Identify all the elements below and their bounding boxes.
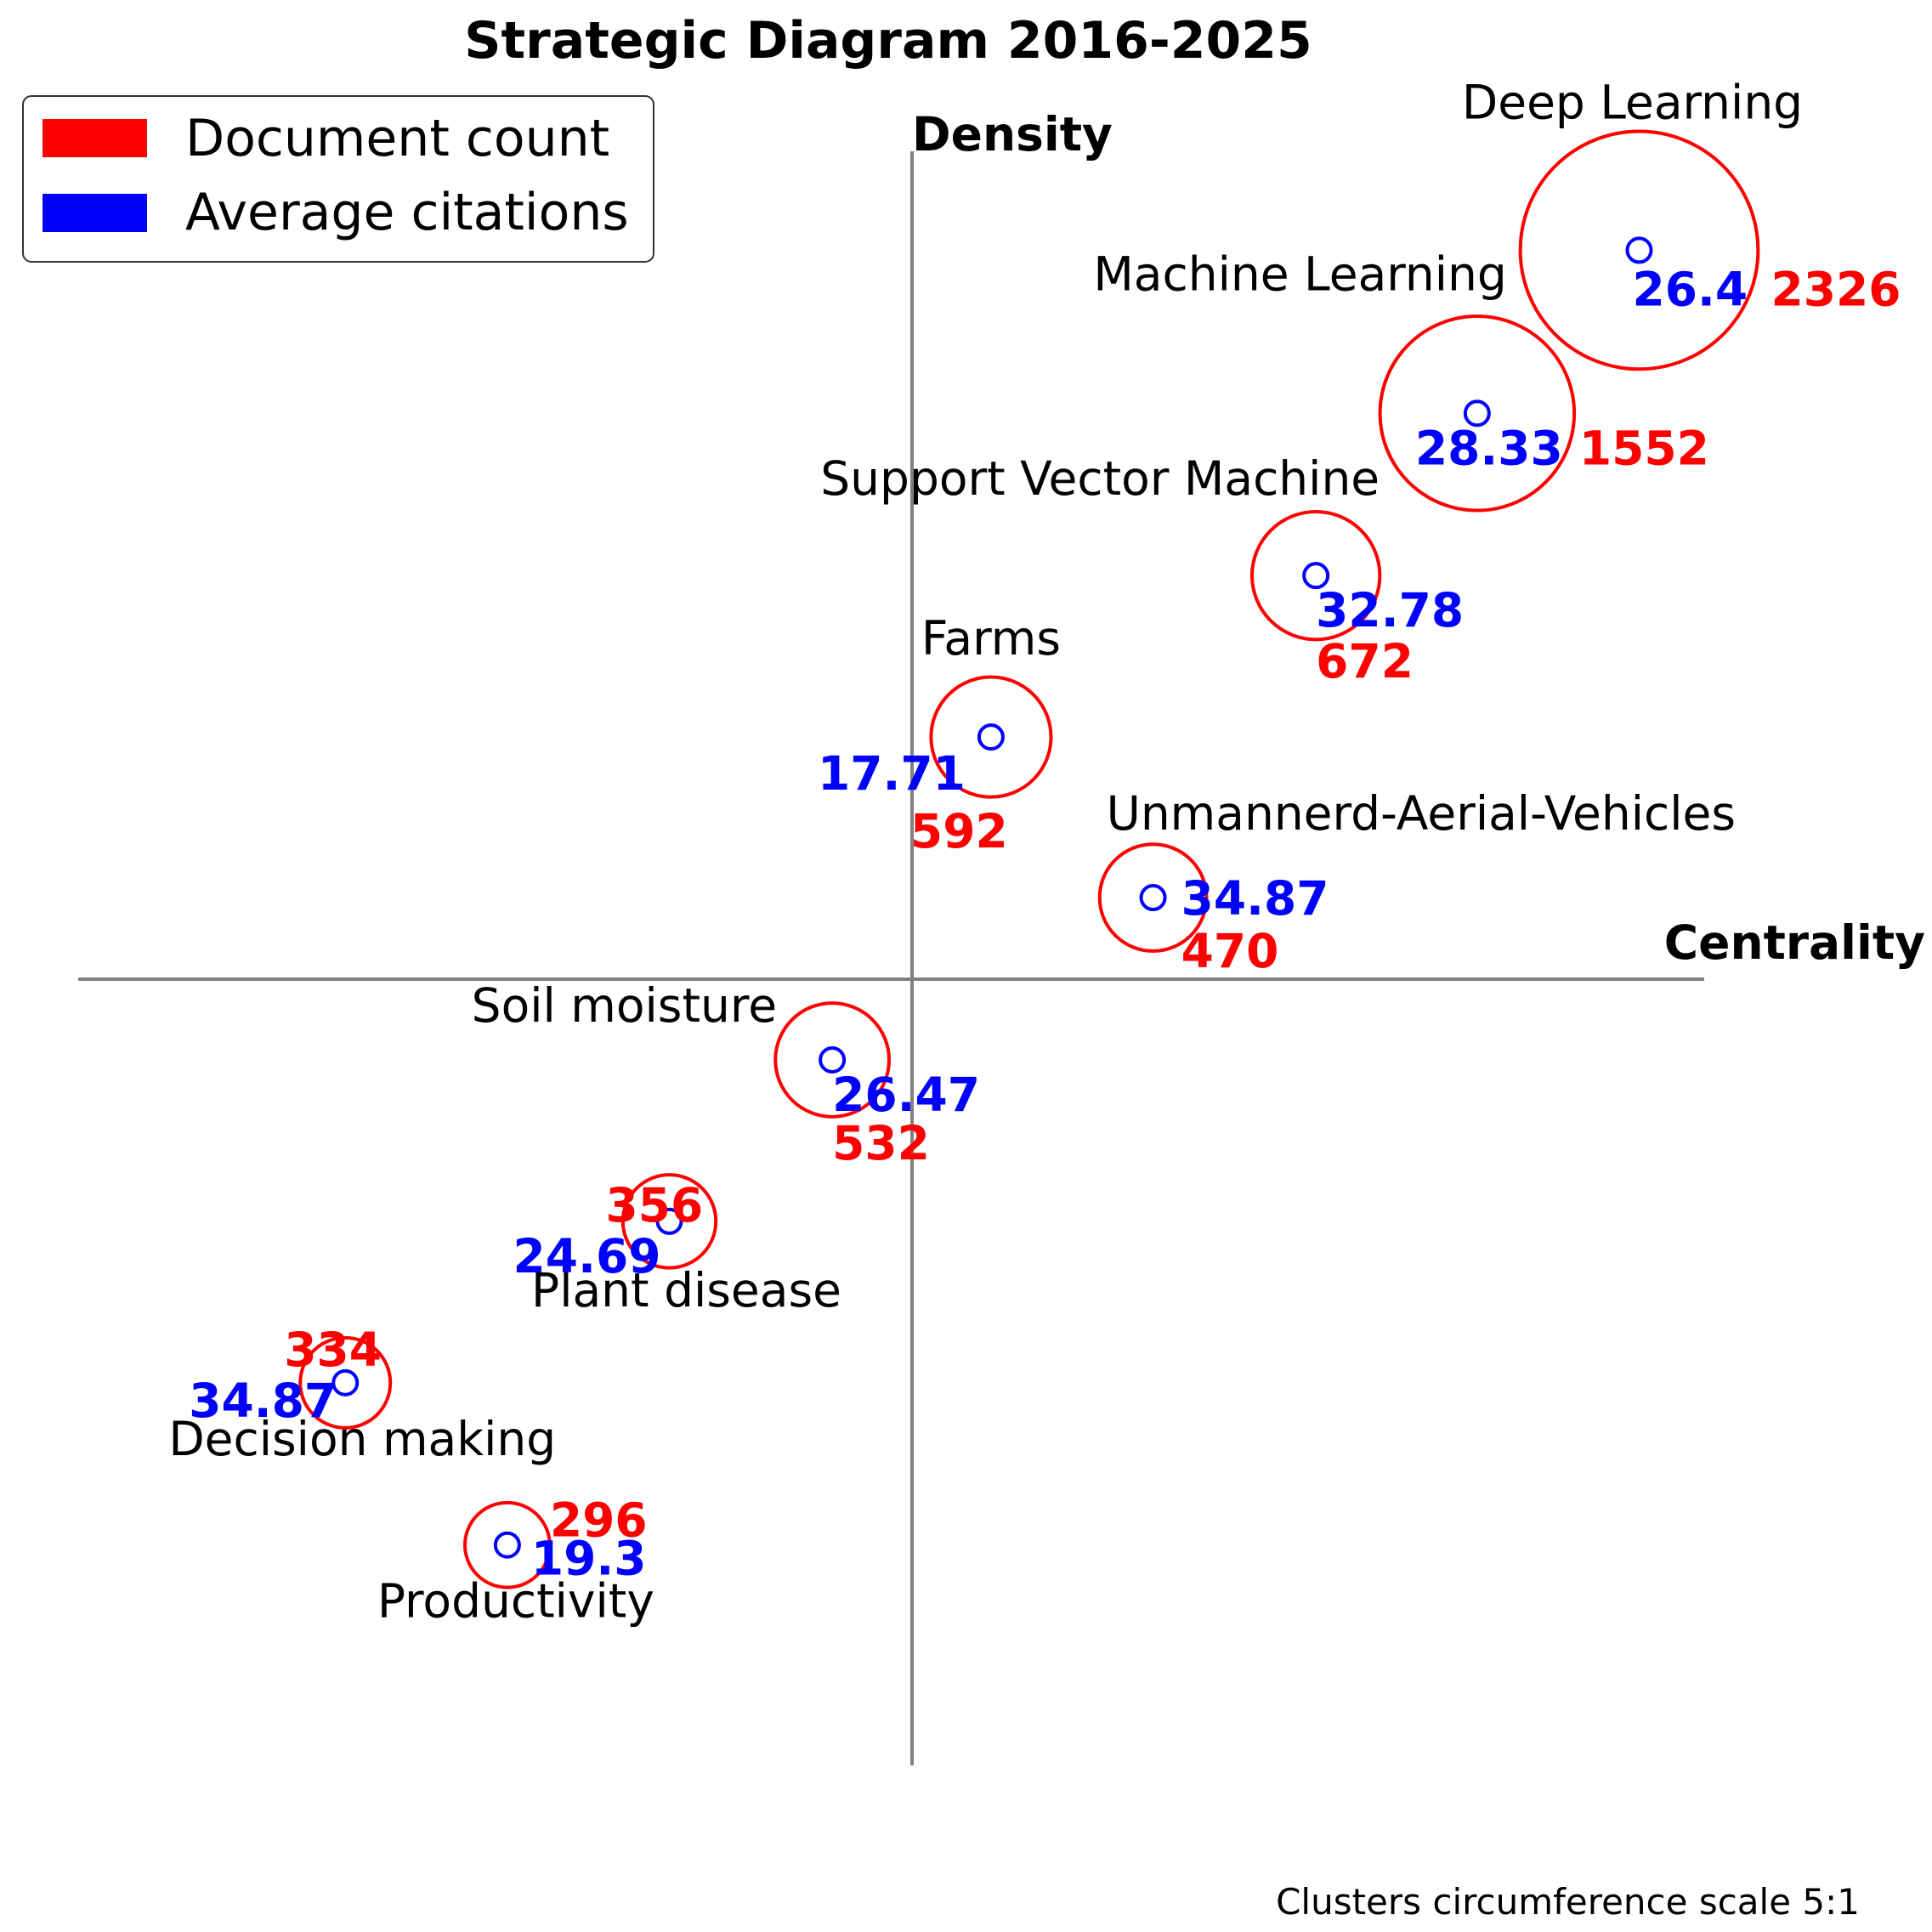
cluster-citations-label: 26.47: [832, 1068, 980, 1122]
cluster-name-label: Support Vector Machine: [820, 451, 1380, 506]
cluster-center-marker: [1302, 562, 1330, 590]
cluster-name-label: Plant disease: [531, 1263, 841, 1317]
cluster-circle: [1249, 510, 1382, 642]
legend-swatch-average-citations: [42, 194, 147, 232]
cluster-center-marker: [331, 1368, 360, 1397]
cluster-citations-label: 32.78: [1316, 583, 1464, 637]
clusters-layer: Deep Learning 2326 26.4 Machine Learning 155…: [168, 75, 1901, 1628]
legend-box: [22, 95, 654, 263]
cluster-documents-label: 532: [832, 1116, 930, 1170]
cluster-name-label: Machine Learning: [1093, 246, 1507, 301]
chart-title: Strategic Diagram 2016-2025: [464, 11, 1312, 71]
cluster-name-label: Soil moisture: [472, 978, 777, 1033]
scale-note: Clusters circumference scale 5:1: [1276, 1881, 1860, 1923]
legend-swatch-document-count: [42, 119, 147, 157]
x-axis-label: Centrality: [1664, 915, 1925, 970]
cluster-documents-label: 592: [910, 804, 1008, 858]
cluster-center-marker: [1463, 399, 1491, 428]
y-axis-label: Density: [912, 107, 1113, 161]
cluster-center-marker: [977, 723, 1005, 751]
cluster-name-label: Deep Learning: [1462, 75, 1803, 129]
cluster-circle: [1097, 842, 1209, 953]
cluster-citations-label: 28.33: [1415, 421, 1563, 475]
cluster-circle: [1518, 129, 1760, 371]
legend: Document count Average citations: [22, 95, 654, 263]
cluster-machine-learning: Machine Learning 1552 28.33: [1093, 246, 1709, 513]
cluster-center-marker: [493, 1531, 521, 1559]
cluster-documents-label: 1552: [1579, 421, 1709, 475]
cluster-documents-label: 672: [1316, 634, 1414, 688]
cluster-documents-label: 296: [550, 1493, 648, 1548]
cluster-name-label: Productivity: [377, 1574, 654, 1629]
cluster-circle: [929, 675, 1053, 799]
legend-label-average-citations: Average citations: [185, 183, 629, 242]
cluster-documents-label: 2326: [1771, 262, 1901, 316]
cluster-documents-label: 334: [284, 1323, 382, 1377]
cluster-citations-label: 19.3: [531, 1532, 647, 1586]
cluster-deep-learning: Deep Learning 2326 26.4: [1462, 75, 1901, 371]
cluster-center-marker: [1625, 236, 1653, 264]
cluster-name-label: Unmannerd-Aerial-Vehicles: [1107, 786, 1737, 841]
cluster-center-marker: [819, 1045, 847, 1074]
cluster-citations-label: 34.87: [189, 1374, 337, 1428]
cluster-circle: [620, 1173, 718, 1270]
cluster-circle: [1378, 314, 1577, 513]
cluster-documents-label: 356: [606, 1178, 704, 1232]
cluster-circle: [298, 1335, 393, 1430]
legend-label-document-count: Document count: [185, 109, 609, 168]
cluster-citations-label: 17.71: [818, 746, 966, 801]
cluster-circle: [462, 1500, 552, 1589]
cluster-name-label: Farms: [921, 611, 1061, 666]
cluster-citations-label: 26.4: [1632, 262, 1748, 316]
cluster-citations-label: 24.69: [513, 1229, 661, 1283]
cluster-circle: [773, 1001, 892, 1119]
cluster-name-label: Decision making: [168, 1412, 556, 1466]
cluster-citations-label: 34.87: [1181, 871, 1329, 926]
cluster-documents-label: 470: [1181, 924, 1279, 978]
cluster-center-marker: [1139, 884, 1167, 912]
cluster-center-marker: [655, 1207, 683, 1235]
